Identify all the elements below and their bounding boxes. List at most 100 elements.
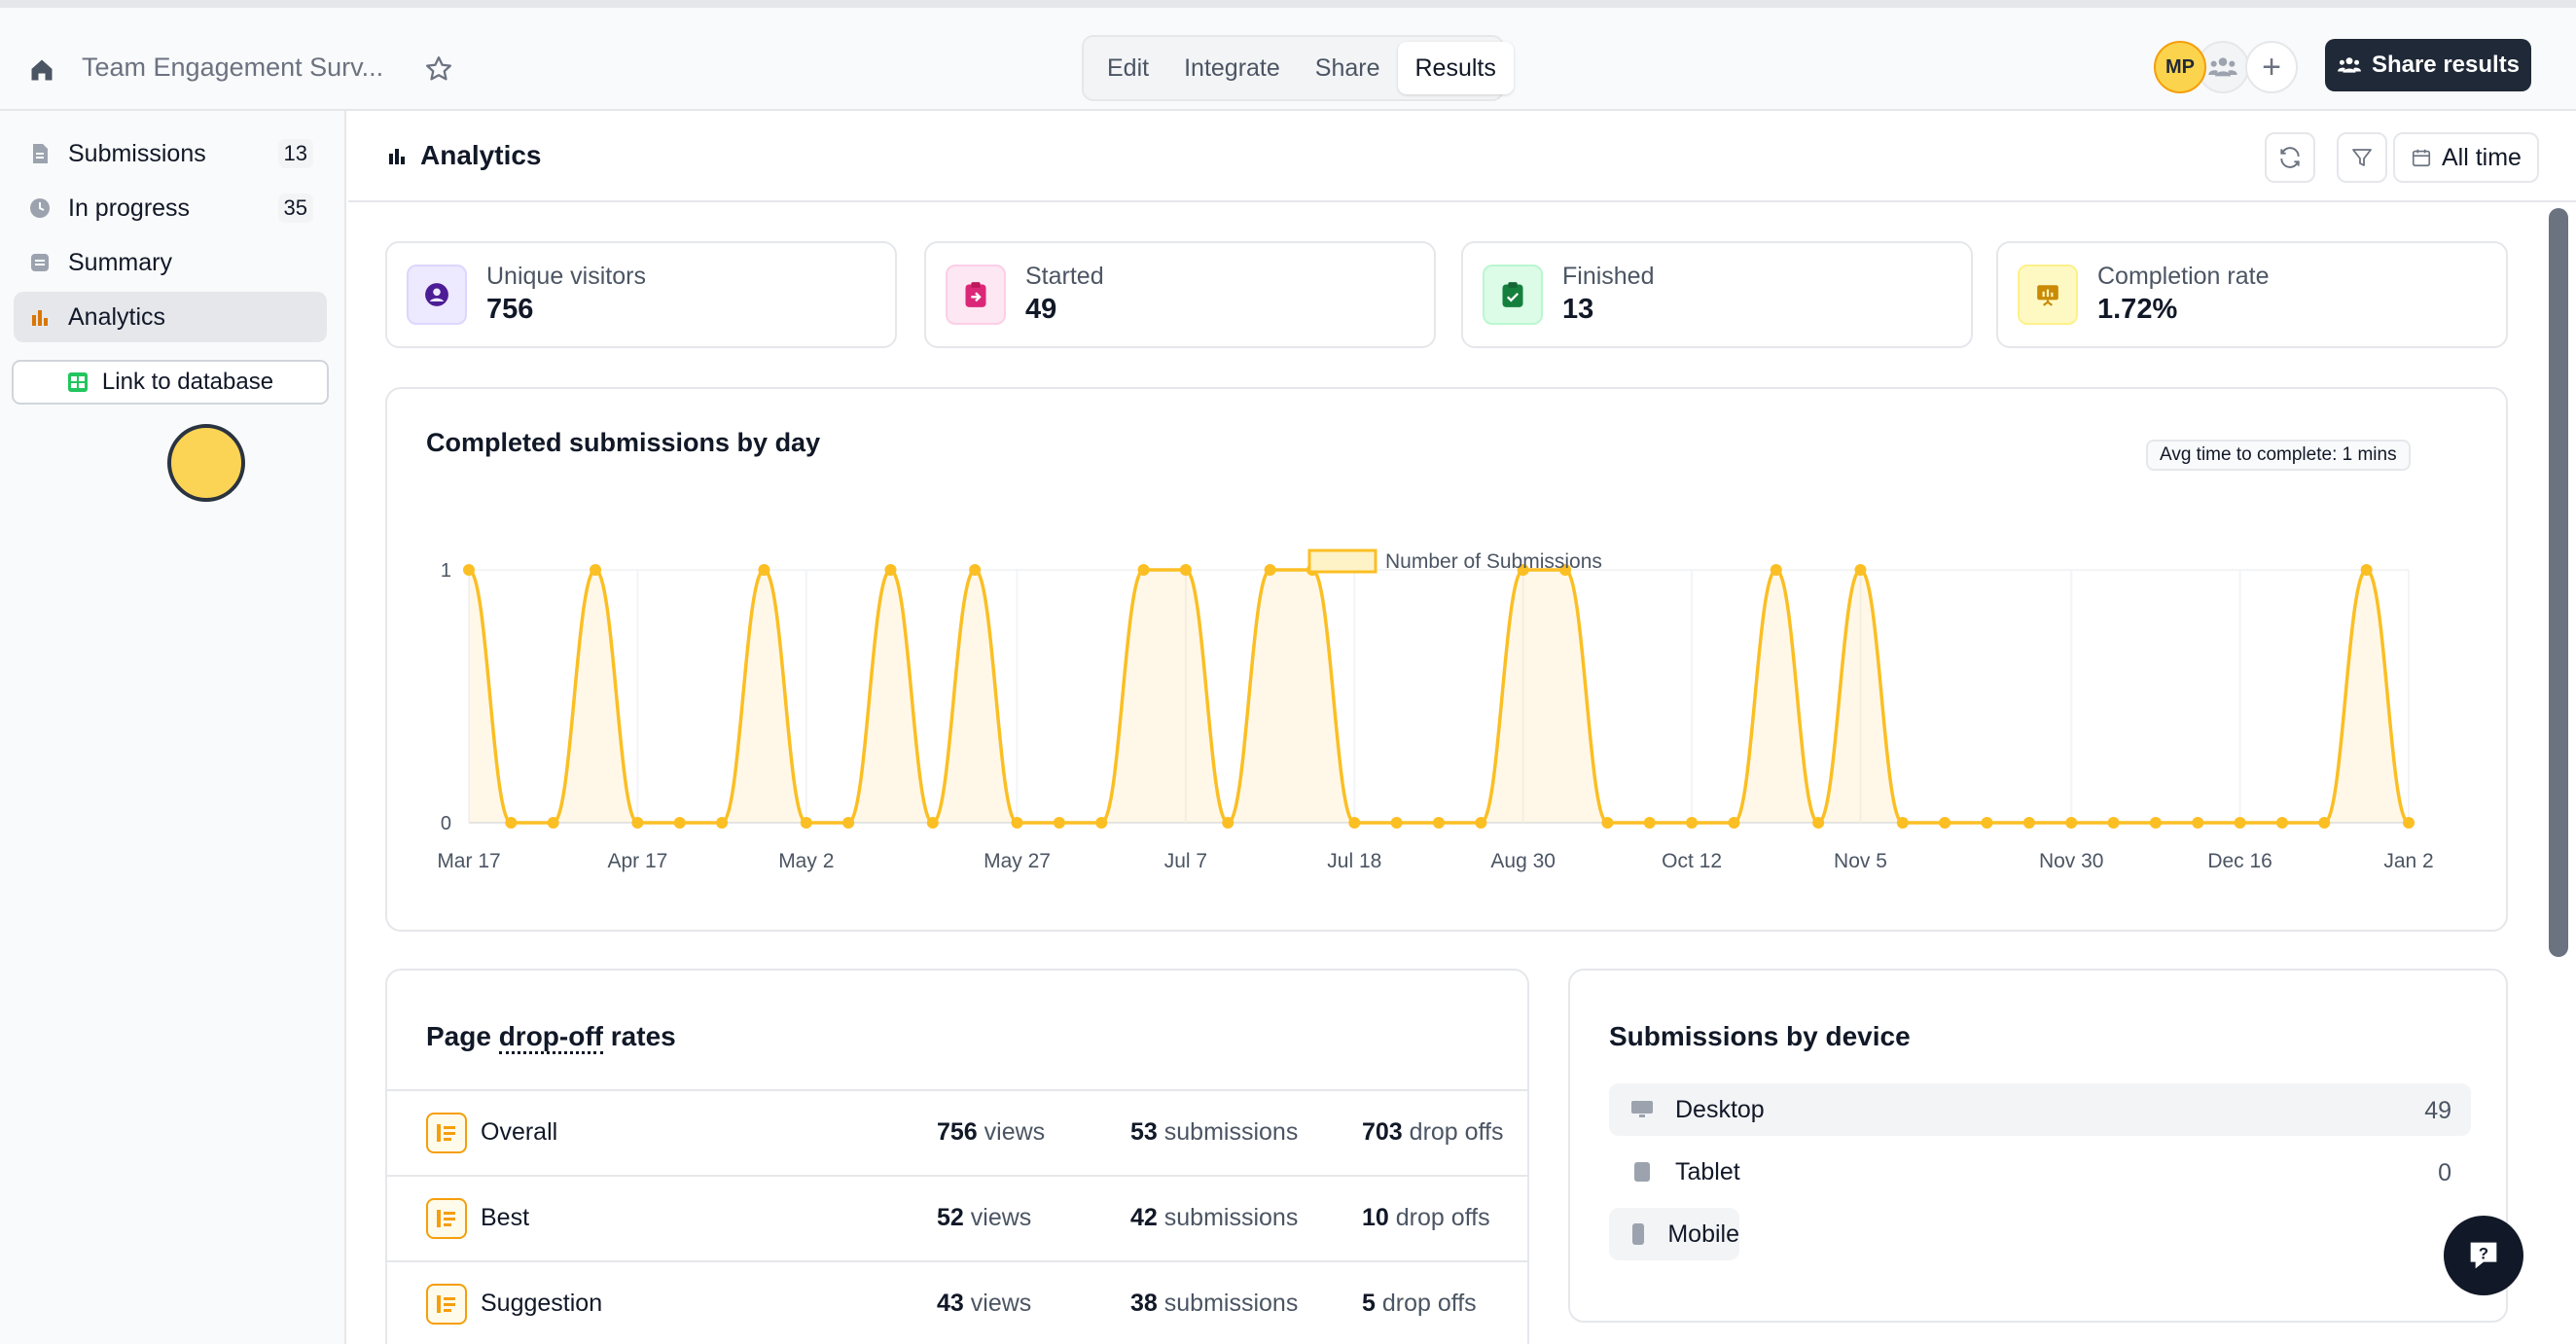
stat-card-completion-rate: Completion rate 1.72% — [1996, 241, 2508, 348]
sidebar-item-submissions[interactable]: Submissions 13 — [14, 128, 327, 179]
data-point — [547, 817, 559, 829]
page-icon — [426, 1284, 467, 1325]
link-to-database-button[interactable]: Link to database — [12, 360, 329, 405]
drop-offs-stat: 5 drop offs — [1362, 1290, 1477, 1318]
device-name: Tablet — [1675, 1157, 1740, 1185]
data-point — [758, 564, 770, 576]
data-point — [716, 817, 729, 829]
refresh-button[interactable] — [2265, 132, 2315, 183]
stat-value: 49 — [1025, 294, 1057, 325]
stat-label: Completion rate — [2097, 263, 2270, 290]
home-icon[interactable] — [27, 56, 56, 84]
tab-edit[interactable]: Edit — [1107, 53, 1150, 82]
desktop-icon — [1630, 1099, 1654, 1120]
sidebar-item-label: Analytics — [68, 302, 166, 331]
date-range-button[interactable]: All time — [2393, 132, 2539, 183]
data-point — [2107, 817, 2120, 829]
submissions-word: submissions — [1163, 1204, 1299, 1231]
page-drop-off-card: Page drop-off rates Overall 756 views 53… — [385, 969, 1529, 1344]
drop-offs-word: drop offs — [1381, 1290, 1477, 1317]
plus-icon: + — [2262, 48, 2281, 86]
device-card-title: Submissions by device — [1609, 1021, 1911, 1051]
data-point — [1390, 817, 1403, 829]
submissions-value: 38 — [1130, 1290, 1158, 1317]
data-point — [1770, 564, 1782, 576]
data-point — [2403, 817, 2415, 829]
device-row-mobile: Mobile — [1609, 1208, 1739, 1260]
series-area — [469, 570, 2409, 823]
drop-offs-value: 5 — [1362, 1290, 1376, 1317]
data-point — [1348, 817, 1361, 829]
filter-icon — [2352, 149, 2372, 166]
data-point — [631, 817, 644, 829]
main-header: Analytics All time — [348, 111, 2576, 202]
page-name: Best — [481, 1204, 530, 1231]
collaborators-button[interactable] — [2197, 41, 2249, 93]
views-stat: 43 views — [937, 1290, 1031, 1318]
tab-results[interactable]: Results — [1397, 42, 1514, 94]
file-icon — [29, 142, 51, 165]
page-name: Suggestion — [481, 1290, 603, 1317]
stat-label: Finished — [1562, 263, 1655, 290]
stat-card-started: Started 49 — [924, 241, 1436, 348]
user-icon — [407, 265, 467, 325]
tab-share[interactable]: Share — [1314, 53, 1380, 82]
legend-label: Number of Submissions — [1385, 550, 1602, 573]
x-tick-label: Apr 17 — [607, 850, 667, 872]
submissions-count: 13 — [277, 139, 313, 168]
data-point — [2149, 817, 2162, 829]
help-chat-button[interactable]: ? — [2444, 1216, 2523, 1295]
x-tick-label: May 27 — [984, 850, 1051, 872]
x-tick-label: Nov 30 — [2039, 850, 2104, 872]
data-point — [1686, 817, 1699, 829]
table-row: Best 52 views 42 submissions 10 drop off… — [387, 1175, 1527, 1260]
refresh-icon — [2280, 147, 2300, 168]
clipboard-check-icon — [1483, 265, 1543, 325]
sidebar-item-in-progress[interactable]: In progress 35 — [14, 183, 327, 233]
drop-offs-stat: 10 drop offs — [1362, 1204, 1490, 1232]
form-title[interactable]: Team Engagement Surv... — [82, 53, 384, 82]
data-point — [2234, 817, 2246, 829]
sidebar: Submissions 13 In progress 35 Summary An… — [0, 111, 346, 1344]
data-point — [2275, 817, 2288, 829]
share-results-button[interactable]: Share results — [2325, 39, 2531, 91]
chat-help-icon: ? — [2470, 1242, 2497, 1269]
device-row-desktop: Desktop 49 — [1609, 1083, 2471, 1136]
scrollbar-thumb[interactable] — [2549, 208, 2568, 957]
data-point — [1137, 564, 1150, 576]
in-progress-count: 35 — [277, 194, 313, 223]
data-point — [1812, 817, 1825, 829]
x-tick-label: Nov 5 — [1834, 850, 1887, 872]
add-collaborator-button[interactable]: + — [2245, 41, 2298, 93]
y-tick-label: 1 — [441, 560, 451, 582]
drop-off-term[interactable]: drop-off — [498, 1021, 603, 1054]
share-results-label: Share results — [2371, 52, 2521, 78]
page-icon — [426, 1198, 467, 1239]
data-point — [1981, 817, 1993, 829]
data-point — [2318, 817, 2331, 829]
mobile-icon — [1630, 1223, 1646, 1245]
legend-swatch — [1307, 548, 1377, 574]
summary-icon — [29, 251, 51, 274]
avatar[interactable]: MP — [2154, 41, 2206, 93]
submissions-stat: 38 submissions — [1130, 1290, 1298, 1318]
stat-card-unique-visitors: Unique visitors 756 — [385, 241, 897, 348]
data-point — [1475, 817, 1487, 829]
filter-button[interactable] — [2337, 132, 2387, 183]
sidebar-item-analytics[interactable]: Analytics — [14, 292, 327, 342]
drop-offs-value: 703 — [1362, 1118, 1403, 1146]
views-word: views — [970, 1290, 1032, 1317]
star-icon[interactable] — [424, 54, 453, 84]
sidebar-item-summary[interactable]: Summary — [14, 237, 327, 288]
y-tick-label: 0 — [441, 813, 451, 834]
data-point — [1053, 817, 1065, 829]
people-icon — [2338, 57, 2361, 73]
submissions-line-chart: 0 1 Mar 17 Apr 17 May 2 May 27 Jul 7 Jul 18 Aug … — [437, 548, 2434, 872]
top-bar: Team Engagement Surv... Edit Integrate S… — [0, 0, 2576, 111]
presentation-icon — [2018, 265, 2078, 325]
page-title-text: Analytics — [420, 140, 542, 170]
device-name: Mobile — [1667, 1220, 1739, 1248]
link-to-database-label: Link to database — [101, 369, 274, 395]
tab-integrate[interactable]: Integrate — [1184, 53, 1280, 82]
page-icon — [426, 1113, 467, 1153]
